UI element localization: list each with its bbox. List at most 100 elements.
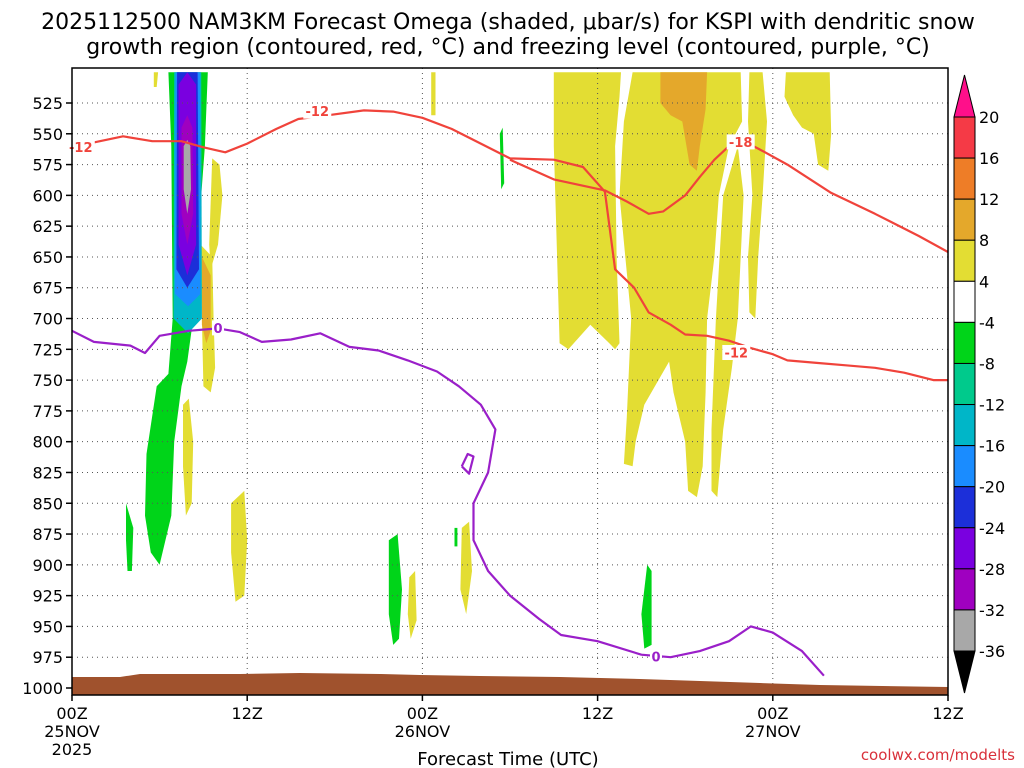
y-tick-label-725: 725: [32, 340, 63, 359]
x-tick-year-0: 2025: [52, 740, 93, 759]
colorbar-label-3: 8: [979, 231, 989, 250]
colorbar-top-arrow: [953, 74, 976, 118]
contour-label-bg-0-0: [66, 139, 95, 155]
credit-link[interactable]: coolwx.com/modelts: [861, 746, 1015, 764]
omega-region-4-1: [209, 158, 223, 270]
contour-label-0-1: -12: [306, 105, 330, 120]
contour-line-2: [72, 327, 825, 677]
contour-label-0-0: -12: [69, 141, 93, 156]
y-tick-label-900: 900: [32, 556, 63, 575]
colorbar-label-1: 16: [979, 149, 999, 168]
y-tick-label-700: 700: [32, 310, 63, 329]
colorbar-swatch-10: [953, 527, 976, 570]
y-tick-label-775: 775: [32, 402, 63, 421]
omega-region-4-8: [553, 72, 621, 350]
colorbar-swatch-3: [953, 239, 976, 282]
x-tick-label-1: 12Z: [232, 704, 263, 723]
y-tick-label-975: 975: [32, 648, 63, 667]
omega-region-neg8-3: [499, 127, 505, 190]
omega-region-4-0: [153, 72, 159, 87]
contour-label-bg-2-0: [212, 320, 224, 336]
colorbar-swatch-0: [953, 116, 976, 159]
omega-region-8-0: [201, 256, 211, 344]
colorbar-label-0: 20: [979, 108, 999, 127]
x-tick-label-5: 12Z: [932, 704, 963, 723]
omega-region-4-4: [231, 490, 248, 602]
y-tick-label-875: 875: [32, 525, 63, 544]
contour-label-2-1: 0: [651, 651, 660, 666]
colorbar-swatch-11: [953, 568, 976, 611]
x-tick-label-4: 00Z: [757, 704, 788, 723]
y-tick-label-850: 850: [32, 494, 63, 513]
colorbar-label-10: -24: [979, 519, 1005, 538]
contour-label-1-0: -18: [729, 136, 753, 151]
x-tick-date-0: 25NOV: [44, 722, 100, 741]
omega-region-4-6: [460, 521, 472, 615]
colorbar-swatch-7: [953, 404, 976, 447]
terrain-surface: [72, 673, 948, 695]
colorbar-label-4: 4: [979, 272, 989, 291]
x-tick-label-2: 00Z: [407, 704, 438, 723]
x-tick-label-3: 12Z: [582, 704, 613, 723]
omega-region-neg8-4: [454, 527, 458, 547]
y-axis: 525 550 575 600 625 650 675 700 725 750 775 800 825 8…: [22, 94, 72, 698]
contour-label-bg-0-1: [303, 103, 332, 119]
y-tick-label-925: 925: [32, 587, 63, 606]
colorbar-swatch-9: [953, 486, 976, 529]
contour-label-2-0: 0: [213, 322, 222, 337]
colorbar-label-12: -32: [979, 601, 1005, 620]
x-tick-date-4: 27NOV: [745, 722, 801, 741]
colorbar-label-9: -20: [979, 478, 1005, 497]
colorbar-label-5: -4: [979, 313, 995, 332]
y-tick-label-650: 650: [32, 248, 63, 267]
y-tick-label-600: 600: [32, 186, 63, 205]
y-tick-label-825: 825: [32, 463, 63, 482]
contour-line-1: [509, 140, 948, 253]
colorbar-label-11: -28: [979, 560, 1005, 579]
omega-region-4-12: [784, 72, 832, 171]
omega-region-4-5: [407, 571, 417, 639]
contour-labels: -12 -12 -12 -18 0 0: [66, 103, 755, 666]
omega-region-4-7: [431, 72, 436, 116]
y-tick-label-625: 625: [32, 217, 63, 236]
x-tick-label-0: 00Z: [56, 704, 87, 723]
colorbar-bottom-arrow: [953, 650, 976, 694]
colorbar-swatch-12: [953, 609, 976, 652]
contour-label-0-2: -12: [725, 347, 749, 362]
contour-line-0: [72, 109, 948, 382]
y-tick-label-750: 750: [32, 371, 63, 390]
y-tick-label-950: 950: [32, 617, 63, 636]
x-axis-title: Forecast Time (UTC): [417, 749, 598, 768]
colorbar-swatch-8: [953, 445, 976, 488]
y-tick-label-675: 675: [32, 279, 63, 298]
colorbar-label-7: -12: [979, 396, 1005, 415]
colorbar-swatch-4: [953, 280, 976, 323]
omega-region-neg36-0: [183, 139, 191, 214]
omega-region-8-1: [660, 72, 708, 171]
x-tick-date-2: 26NOV: [395, 722, 451, 741]
colorbar-swatch-2: [953, 198, 976, 241]
colorbar-label-2: 12: [979, 190, 999, 209]
contour-label-bg-1-0: [726, 134, 755, 150]
omega-region-neg8-5: [641, 564, 652, 649]
chart-title-line-1: 2025112500 NAM3KM Forecast Omega (shaded…: [41, 10, 975, 35]
colorbar-label-13: -36: [979, 642, 1005, 661]
y-tick-label-1000: 1000: [22, 679, 63, 698]
y-tick-label-575: 575: [32, 156, 63, 175]
omega-region-4-3: [183, 398, 194, 516]
chart-title-line-2: growth region (contoured, red, °C) and f…: [86, 35, 930, 60]
plot-frame: [71, 67, 949, 696]
contour-label-bg-2-1: [650, 649, 662, 665]
colorbar-swatch-5: [953, 321, 976, 364]
colorbar: 20 16 12 8 4 -4 -8 -12 -16 -20 -24 -28 -32 -36: [953, 74, 1005, 694]
contour-label-bg-0-2: [722, 345, 751, 361]
colorbar-label-8: -16: [979, 437, 1005, 456]
colorbar-swatch-6: [953, 362, 976, 406]
y-tick-label-525: 525: [32, 94, 63, 113]
omega-region-4-10: [711, 146, 744, 498]
colorbar-swatch-1: [953, 157, 976, 200]
terrain-ground: [72, 673, 948, 695]
contour-line-3: [460, 452, 475, 475]
